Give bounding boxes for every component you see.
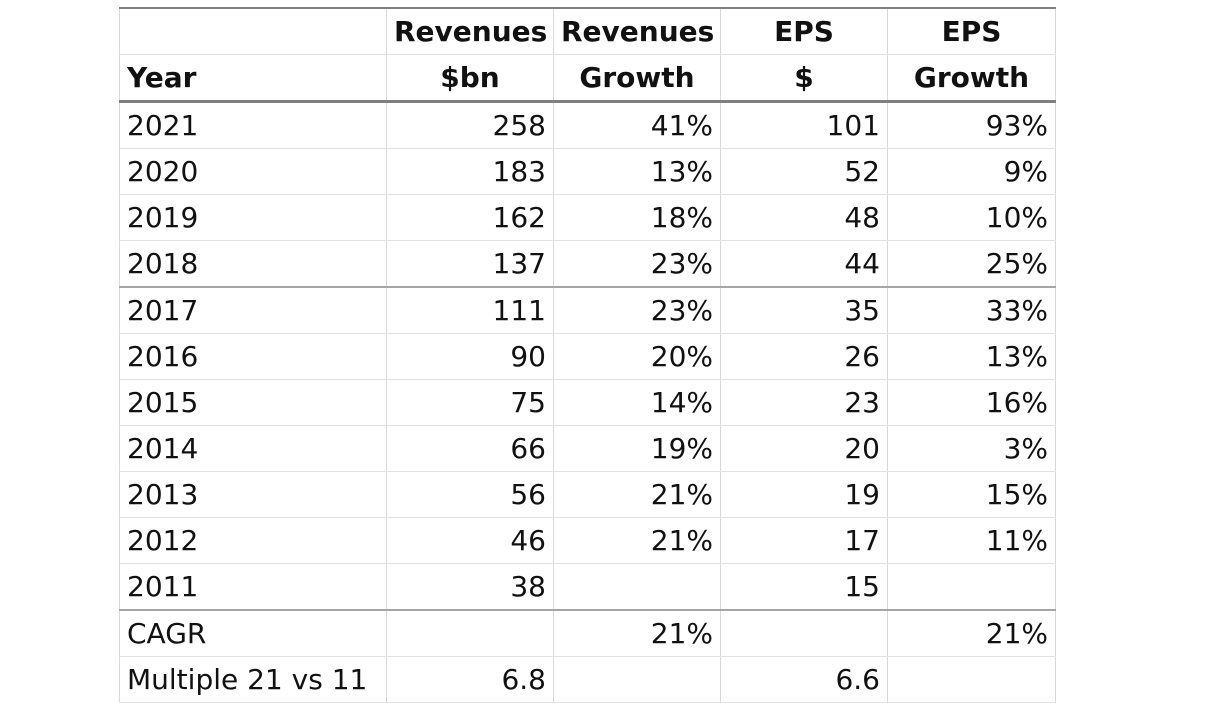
header-eps-unit[interactable]: $ — [720, 54, 888, 103]
eps-cell[interactable]: 48 — [720, 194, 888, 241]
revenue-eps-table: Revenues Revenues EPS EPS Year $bn Growt… — [119, 7, 1056, 703]
eps-growth-cell[interactable]: 21% — [887, 609, 1056, 657]
eps-cell[interactable]: 52 — [720, 148, 888, 195]
revenues-cell[interactable]: 56 — [386, 471, 554, 518]
revenue-growth-cell[interactable] — [553, 563, 721, 611]
revenues-cell[interactable] — [386, 609, 554, 657]
year-cell[interactable]: 2012 — [119, 517, 387, 564]
revenue-growth-cell[interactable]: 23% — [553, 286, 721, 334]
summary-label-cell[interactable]: Multiple 21 vs 11 — [119, 656, 387, 703]
revenue-growth-cell[interactable]: 13% — [553, 148, 721, 195]
revenues-cell[interactable]: 75 — [386, 379, 554, 426]
eps-growth-cell[interactable]: 10% — [887, 194, 1056, 241]
eps-cell[interactable]: 17 — [720, 517, 888, 564]
summary-row-cagr: CAGR 21% 21% — [119, 609, 1056, 657]
revenue-growth-cell[interactable]: 41% — [553, 101, 721, 149]
eps-growth-cell[interactable] — [887, 563, 1056, 611]
table-row: 2017 111 23% 35 33% — [119, 286, 1056, 334]
revenues-cell[interactable]: 111 — [386, 286, 554, 334]
table-row: 2020 183 13% 52 9% — [119, 148, 1056, 195]
header-row-2: Year $bn Growth $ Growth — [119, 54, 1056, 103]
eps-growth-cell[interactable]: 9% — [887, 148, 1056, 195]
revenue-growth-cell[interactable]: 21% — [553, 517, 721, 564]
header-year[interactable]: Year — [119, 54, 387, 103]
eps-cell[interactable]: 35 — [720, 286, 888, 334]
eps-cell[interactable]: 101 — [720, 101, 888, 149]
summary-label-cell[interactable]: CAGR — [119, 609, 387, 657]
revenues-cell[interactable]: 46 — [386, 517, 554, 564]
eps-growth-cell[interactable]: 93% — [887, 101, 1056, 149]
table-row: 2011 38 15 — [119, 563, 1056, 611]
revenues-cell[interactable]: 38 — [386, 563, 554, 611]
table-row: 2016 90 20% 26 13% — [119, 333, 1056, 380]
eps-growth-cell[interactable]: 25% — [887, 240, 1056, 288]
eps-cell[interactable]: 19 — [720, 471, 888, 518]
revenue-growth-cell[interactable]: 14% — [553, 379, 721, 426]
eps-cell[interactable]: 23 — [720, 379, 888, 426]
header-eps-growth[interactable]: Growth — [887, 54, 1056, 103]
table-row: 2015 75 14% 23 16% — [119, 379, 1056, 426]
eps-cell[interactable]: 6.6 — [720, 656, 888, 703]
header-eps-top[interactable]: EPS — [720, 7, 888, 55]
table-row: 2012 46 21% 17 11% — [119, 517, 1056, 564]
year-cell[interactable]: 2017 — [119, 286, 387, 334]
revenues-cell[interactable]: 258 — [386, 101, 554, 149]
revenues-cell[interactable]: 137 — [386, 240, 554, 288]
table-row: 2021 258 41% 101 93% — [119, 101, 1056, 149]
revenue-growth-cell[interactable] — [553, 656, 721, 703]
header-revenues-growth-top[interactable]: Revenues — [553, 7, 721, 55]
eps-cell[interactable]: 44 — [720, 240, 888, 288]
header-revenues-growth[interactable]: Growth — [553, 54, 721, 103]
eps-growth-cell[interactable]: 3% — [887, 425, 1056, 472]
eps-cell[interactable]: 20 — [720, 425, 888, 472]
revenues-cell[interactable]: 183 — [386, 148, 554, 195]
eps-growth-cell[interactable]: 11% — [887, 517, 1056, 564]
year-cell[interactable]: 2011 — [119, 563, 387, 611]
revenue-growth-cell[interactable]: 18% — [553, 194, 721, 241]
year-cell[interactable]: 2014 — [119, 425, 387, 472]
eps-cell[interactable]: 26 — [720, 333, 888, 380]
eps-growth-cell[interactable]: 13% — [887, 333, 1056, 380]
revenues-cell[interactable]: 162 — [386, 194, 554, 241]
table-row: 2018 137 23% 44 25% — [119, 240, 1056, 288]
year-cell[interactable]: 2020 — [119, 148, 387, 195]
year-cell[interactable]: 2016 — [119, 333, 387, 380]
header-eps-growth-top[interactable]: EPS — [887, 7, 1056, 55]
revenue-growth-cell[interactable]: 19% — [553, 425, 721, 472]
eps-cell[interactable] — [720, 609, 888, 657]
summary-row-multiple: Multiple 21 vs 11 6.8 6.6 — [119, 656, 1056, 703]
year-cell[interactable]: 2019 — [119, 194, 387, 241]
year-cell[interactable]: 2015 — [119, 379, 387, 426]
table-row: 2013 56 21% 19 15% — [119, 471, 1056, 518]
header-revenues-unit[interactable]: $bn — [386, 54, 554, 103]
year-cell[interactable]: 2021 — [119, 101, 387, 149]
table-row: 2014 66 19% 20 3% — [119, 425, 1056, 472]
year-cell[interactable]: 2013 — [119, 471, 387, 518]
revenue-growth-cell[interactable]: 20% — [553, 333, 721, 380]
header-row-1: Revenues Revenues EPS EPS — [119, 7, 1056, 55]
header-cell[interactable] — [119, 7, 387, 55]
financial-table-sheet: Revenues Revenues EPS EPS Year $bn Growt… — [119, 7, 1056, 703]
header-revenues-top[interactable]: Revenues — [386, 7, 554, 55]
eps-growth-cell[interactable]: 15% — [887, 471, 1056, 518]
revenues-cell[interactable]: 90 — [386, 333, 554, 380]
table-row: 2019 162 18% 48 10% — [119, 194, 1056, 241]
revenues-cell[interactable]: 66 — [386, 425, 554, 472]
eps-growth-cell[interactable]: 33% — [887, 286, 1056, 334]
eps-growth-cell[interactable]: 16% — [887, 379, 1056, 426]
year-cell[interactable]: 2018 — [119, 240, 387, 288]
revenues-cell[interactable]: 6.8 — [386, 656, 554, 703]
revenue-growth-cell[interactable]: 21% — [553, 471, 721, 518]
revenue-growth-cell[interactable]: 21% — [553, 609, 721, 657]
revenue-growth-cell[interactable]: 23% — [553, 240, 721, 288]
eps-cell[interactable]: 15 — [720, 563, 888, 611]
eps-growth-cell[interactable] — [887, 656, 1056, 703]
